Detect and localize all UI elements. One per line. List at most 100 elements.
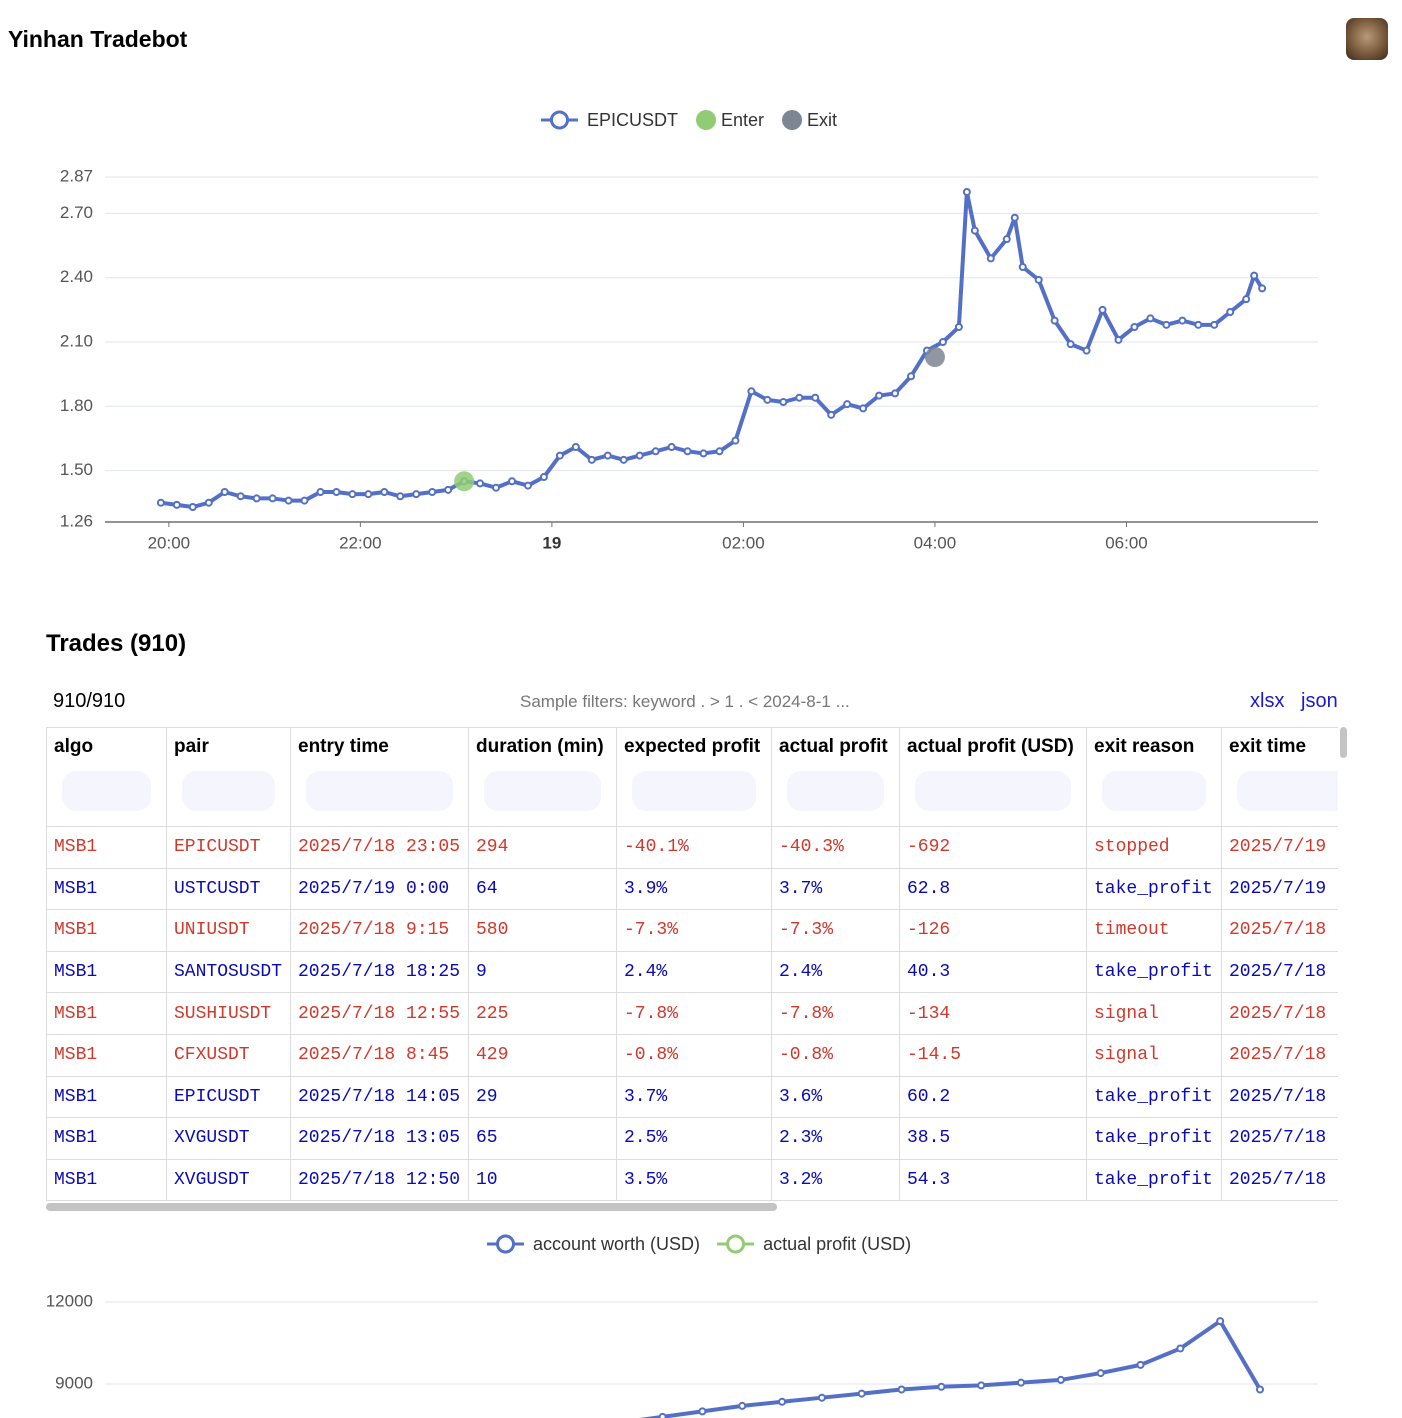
table-cell: -40.3% <box>771 826 900 869</box>
data-point <box>651 447 660 456</box>
series-line <box>639 1319 1262 1418</box>
table-cell: 2025/7/18 <box>1221 909 1338 952</box>
data-point <box>428 488 437 496</box>
data-point <box>635 451 644 460</box>
column-name: duration (min) <box>476 736 604 757</box>
export-link[interactable]: xlsx <box>1250 690 1285 712</box>
data-point <box>937 1382 946 1391</box>
filter-input[interactable] <box>915 771 1071 811</box>
data-point <box>747 387 756 396</box>
table-cell: 3.7% <box>616 1075 772 1119</box>
data-point <box>1176 1344 1185 1353</box>
data-point <box>1082 346 1091 355</box>
table-cell: 2025/7/19 0:00 <box>290 867 469 911</box>
table-cell: take_profit <box>1086 867 1222 911</box>
table-row: MSB1 USTCUSDT 2025/7/19 0:00 64 3.9% 3.7% 62.8… <box>46 867 1338 911</box>
data-point <box>1258 284 1267 293</box>
horizontal-scrollbar[interactable] <box>46 1203 777 1211</box>
data-point <box>1096 1369 1105 1378</box>
export-link[interactable]: json <box>1301 690 1338 712</box>
table-cell: 2025/7/18 18:25 <box>290 950 469 994</box>
data-point <box>698 1407 707 1416</box>
data-point <box>1216 1317 1225 1326</box>
data-point <box>817 1393 826 1402</box>
data-point <box>970 226 979 235</box>
legend-marker <box>496 1234 515 1254</box>
table-cell: 2025/7/18 <box>1221 1158 1338 1201</box>
table-cell: timeout <box>1086 909 1222 952</box>
table-cell: 60.2 <box>899 1075 1087 1119</box>
table-row: MSB1 EPICUSDT 2025/7/18 14:05 29 3.7% 3.6% 60.… <box>46 1075 1338 1119</box>
data-point <box>763 395 772 404</box>
table-cell: 29 <box>468 1075 617 1119</box>
column-name: pair <box>174 736 209 757</box>
data-point <box>1050 316 1059 325</box>
table-cell: 2025/7/18 12:50 <box>290 1158 469 1201</box>
data-point <box>795 393 804 402</box>
filter-input[interactable] <box>1237 771 1338 811</box>
filter-input[interactable] <box>182 771 275 811</box>
legend-label: Enter <box>721 110 764 130</box>
table-cell: 429 <box>468 1033 617 1077</box>
table-cell: 225 <box>468 992 617 1035</box>
data-point <box>1194 320 1203 329</box>
data-point <box>962 188 971 196</box>
table-cell: 2.5% <box>616 1117 772 1160</box>
data-point <box>571 443 580 451</box>
header-row: algo pair entry time duration (min) expected… <box>46 727 1338 827</box>
data-point <box>738 1401 747 1410</box>
table-cell: 2025/7/18 <box>1221 992 1338 1035</box>
legend-marker <box>726 1234 746 1254</box>
data-point <box>699 449 708 458</box>
table-cell: 2.3% <box>771 1117 900 1160</box>
data-point <box>1250 271 1259 280</box>
table-cell: MSB1 <box>46 1158 167 1201</box>
table-cell: -126 <box>899 909 1087 952</box>
table-cell: 2025/7/18 <box>1221 1075 1338 1119</box>
column-header: algo <box>46 727 167 827</box>
data-point <box>1098 305 1107 314</box>
y-tick-label: 2.10 <box>60 331 93 350</box>
data-point <box>603 451 612 460</box>
column-header: pair <box>166 727 291 827</box>
table-cell: -7.8% <box>616 992 772 1035</box>
y-tick-label: 2.87 <box>60 166 93 185</box>
x-tick-label: 06:00 <box>1105 533 1148 552</box>
data-point <box>778 1397 787 1406</box>
data-point <box>619 455 628 464</box>
data-point <box>779 398 788 406</box>
table-cell: 2025/7/18 <box>1221 1033 1338 1077</box>
table-cell: 3.6% <box>771 1075 900 1119</box>
table-cell: MSB1 <box>46 867 167 911</box>
data-point <box>300 496 309 505</box>
data-point <box>1136 1360 1145 1369</box>
table-cell: 62.8 <box>899 867 1087 911</box>
table-body: MSB1 EPICUSDT 2025/7/18 23:05 294 -40.1% -40.… <box>46 826 1338 1201</box>
table-cell: MSB1 <box>46 992 167 1035</box>
filter-input[interactable] <box>1102 771 1206 811</box>
data-point <box>396 492 405 501</box>
table-cell: CFXUSDT <box>166 1033 291 1077</box>
legend-label: EPICUSDT <box>587 110 678 130</box>
data-point <box>523 481 532 490</box>
avatar[interactable] <box>1346 18 1388 60</box>
data-point <box>658 1412 667 1418</box>
y-tick-label: 2.70 <box>60 203 93 222</box>
table-cell: 54.3 <box>899 1158 1087 1201</box>
filter-input[interactable] <box>62 771 151 811</box>
column-name: entry time <box>298 736 389 757</box>
filter-input[interactable] <box>306 771 453 811</box>
data-point <box>897 1385 906 1394</box>
table-cell: 2025/7/18 13:05 <box>290 1117 469 1160</box>
data-point <box>1034 275 1043 284</box>
table-row: MSB1 XVGUSDT 2025/7/18 12:50 10 3.5% 3.2% 54.3… <box>46 1158 1338 1201</box>
filter-input[interactable] <box>787 771 884 811</box>
column-name: exit time <box>1229 736 1307 757</box>
trades-table: algo pair entry time duration (min) expected… <box>46 727 1338 1201</box>
table-row: MSB1 CFXUSDT 2025/7/18 8:45 429 -0.8% -0.8% -1… <box>46 1033 1338 1077</box>
vertical-scrollbar[interactable] <box>1340 727 1347 758</box>
data-point <box>875 391 884 400</box>
filter-input[interactable] <box>632 771 756 811</box>
data-point <box>1114 335 1123 344</box>
filter-input[interactable] <box>484 771 601 811</box>
